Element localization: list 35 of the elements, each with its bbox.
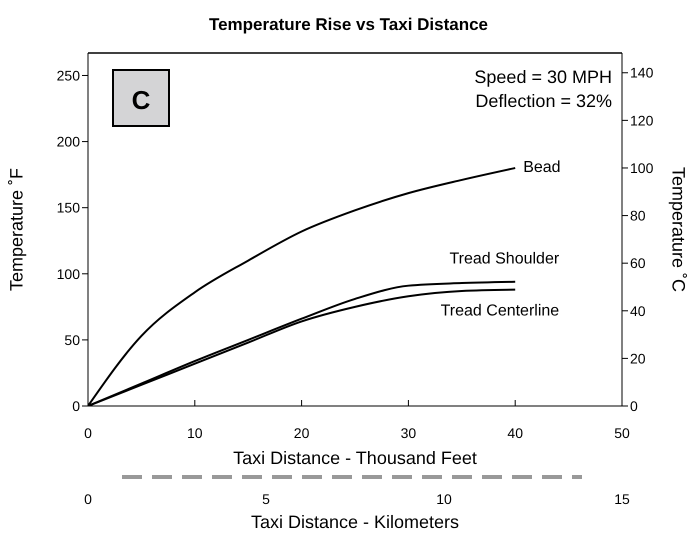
x-tick-label: 0 [84, 424, 92, 441]
x-tick-label: 20 [294, 424, 310, 441]
series-label: Tread Centerline [440, 302, 560, 320]
x2-tick-label: 5 [262, 491, 270, 507]
chart-title: Temperature Rise vs Taxi Distance [208, 15, 488, 34]
x2-tick-label: 15 [614, 491, 630, 507]
x2-axis-title: Taxi Distance - Kilometers [250, 512, 460, 532]
x-tick-label: 50 [614, 424, 630, 441]
y-tick-label: 250 [56, 67, 80, 84]
y2-tick-label: 40 [630, 302, 646, 319]
series-label: Tread Shoulder [449, 250, 560, 268]
y2-tick-label: 0 [630, 398, 638, 414]
x2-tick-label: 10 [436, 491, 452, 507]
x-tick-label: 40 [507, 424, 524, 441]
annotation: Deflection = 32% [475, 91, 612, 111]
y2-axis-title: Temperature ˚C [668, 166, 689, 292]
y2-tick-label: 120 [630, 112, 654, 128]
annotation: C [132, 85, 151, 115]
annotation: Speed = 30 MPH [474, 67, 612, 87]
x-tick-label: 10 [187, 424, 203, 441]
y-tick-label: 50 [64, 332, 80, 348]
y-tick-label: 200 [56, 134, 80, 150]
y2-tick-label: 60 [630, 255, 646, 272]
x2-tick-label: 0 [84, 491, 92, 507]
y-tick-label: 150 [56, 200, 80, 216]
x-tick-label: 30 [400, 424, 416, 441]
y-axis-title: Temperature ˚F [6, 168, 26, 292]
y2-tick-label: 100 [630, 160, 654, 176]
y-tick-label: 0 [72, 398, 80, 414]
series-label: Bead [523, 159, 561, 176]
x-axis-title: Taxi Distance - Thousand Feet [233, 448, 477, 468]
y2-tick-label: 80 [630, 208, 646, 224]
y2-tick-label: 20 [630, 350, 646, 366]
y-tick-label: 100 [56, 266, 80, 282]
y2-tick-label: 140 [630, 64, 654, 81]
